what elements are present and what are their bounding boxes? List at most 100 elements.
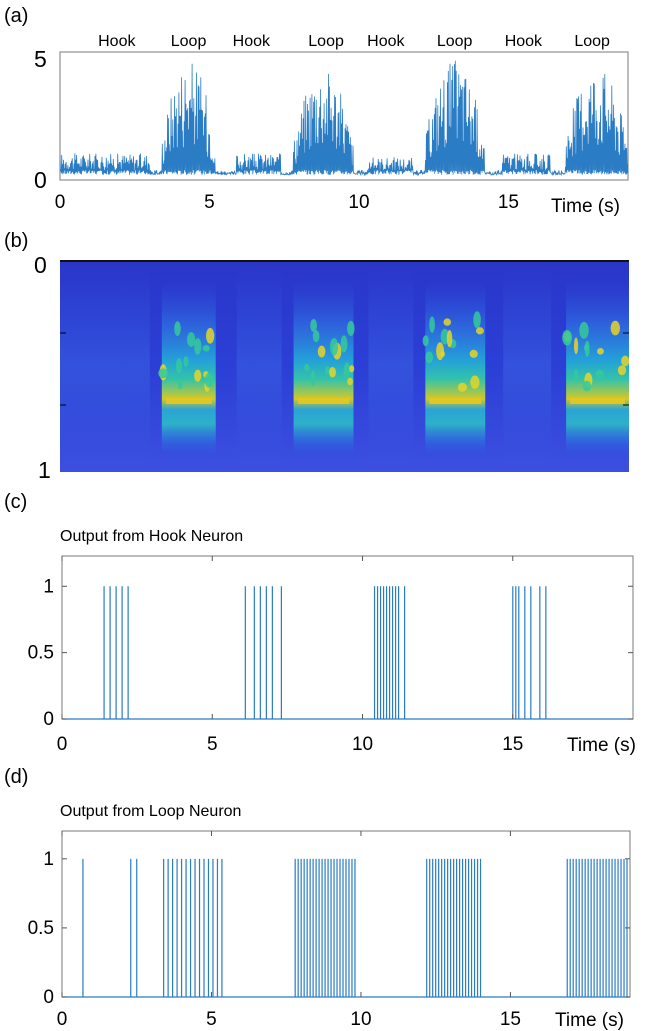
segment-label-loop: Loop <box>171 33 207 50</box>
spectrogram-hotspot <box>349 365 355 373</box>
spectrogram-hook-band <box>368 265 414 470</box>
spectrogram-loop-band <box>425 280 486 460</box>
spectrogram-hotspot <box>582 380 592 392</box>
spectrogram-hotspot <box>446 330 453 348</box>
spectrogram-hotspot <box>470 375 480 389</box>
spectrogram-bands <box>60 265 630 470</box>
spectrogram-hook-band <box>60 265 150 470</box>
spectrogram-hotspot <box>174 321 181 337</box>
spectrogram-hotspot <box>610 320 621 336</box>
spectrogram-hotspot <box>443 318 452 326</box>
spectrogram-hotspot <box>595 369 604 379</box>
panel-d-title: Output from Loop Neuron <box>60 803 241 820</box>
panel-c-x-axis-label: Time (s) <box>567 735 636 756</box>
panel-a-x-ticks: 0 5 10 15 <box>55 192 519 213</box>
spectrogram-hook-band <box>503 265 552 470</box>
spectrogram-hotspot <box>158 368 169 379</box>
spectrogram-formant-line <box>297 398 350 404</box>
spectrogram-hotspot <box>340 335 348 353</box>
spectrogram-hotspot <box>317 345 326 358</box>
x-tick-label: 10 <box>350 1009 371 1030</box>
panel-a-label: (a) <box>4 5 28 27</box>
spectrogram-hotspot <box>617 365 627 376</box>
spectrogram-hotspot <box>329 366 336 378</box>
spectrogram-hotspot <box>204 372 214 388</box>
spectrogram-hotspot <box>202 345 210 352</box>
x-tick-label: 5 <box>206 1009 217 1030</box>
spectrogram-formant-line <box>570 398 625 404</box>
panel-a-ytick-5: 5 <box>34 46 47 72</box>
x-tick-label: 5 <box>207 734 218 755</box>
segment-label-hook: Hook <box>233 33 271 50</box>
spectrogram-hotspot <box>343 362 351 379</box>
x-tick-label: 15 <box>502 734 523 755</box>
spectrogram-hotspot <box>584 340 590 357</box>
spectrogram-hotspot <box>473 311 481 329</box>
spectrogram-hotspot <box>562 329 573 346</box>
spectrogram-hotspot <box>475 327 484 335</box>
panel-b-ytick-1: 1 <box>38 457 51 483</box>
segment-label-hook: Hook <box>505 33 543 50</box>
x-tick-label: 10 <box>348 192 369 213</box>
panel-d-label: (d) <box>4 766 28 788</box>
panel-b-label: (b) <box>4 230 28 252</box>
panel-c-title: Output from Hook Neuron <box>60 528 243 545</box>
spectrogram-hotspot <box>573 369 579 382</box>
spectrogram-hotspot <box>573 337 579 355</box>
panel-a-signal-trace <box>59 60 629 177</box>
segment-label-loop: Loop <box>308 33 344 50</box>
panel-c-ticks: 0 5 10 15 0 0.5 1 <box>28 556 633 755</box>
spectrogram-hotspot <box>325 366 330 375</box>
spectrogram-hotspot <box>175 358 183 374</box>
y-tick-label: 1 <box>43 849 54 870</box>
spectrogram-loop-band <box>293 280 354 460</box>
spectrogram-hotspot <box>194 338 202 355</box>
panel-a-x-axis-label: Time (s) <box>551 196 620 217</box>
panel-a-signal: Hook Loop Hook Loop Hook Loop Hook Loop 0 5 10 15 … <box>34 33 629 217</box>
y-tick-label: 0 <box>43 987 54 1008</box>
spectrogram-hotspot <box>312 330 320 343</box>
x-tick-label: 0 <box>57 1009 68 1030</box>
y-tick-label: 0.5 <box>28 643 54 664</box>
x-tick-label: 15 <box>498 192 519 213</box>
y-tick-label: 1 <box>43 576 54 597</box>
spectrogram-hotspot <box>347 377 354 386</box>
spectrogram-hotspot <box>579 321 589 339</box>
spectrogram-hotspot <box>177 379 183 390</box>
spectrogram-hotspot <box>329 337 339 356</box>
panel-c-frame <box>61 555 634 720</box>
spectrogram-hotspot <box>310 318 317 332</box>
panel-a-ytick-0: 0 <box>34 167 47 193</box>
segment-label-loop: Loop <box>574 33 610 50</box>
panel-d-loop-neuron: Output from Loop Neuron 0 5 10 15 0 0.5 1 Time… <box>28 803 631 1031</box>
panel-d-x-axis-label: Time (s) <box>555 1010 624 1031</box>
spectrogram-hotspot <box>457 382 468 392</box>
x-tick-label: 0 <box>55 192 66 213</box>
spectrogram-hotspot <box>194 369 202 382</box>
spectrogram-hotspot <box>310 370 316 387</box>
spectrogram-hotspot <box>440 350 445 357</box>
segment-label-hook: Hook <box>367 33 405 50</box>
spectrogram-hotspot <box>422 335 429 347</box>
spectrogram-formant-line <box>165 398 212 404</box>
y-tick-label: 0.5 <box>28 918 54 939</box>
spectrogram-hotspot <box>347 320 355 336</box>
panel-d-spikes <box>62 858 630 998</box>
x-tick-label: 10 <box>352 734 373 755</box>
panel-b-spectrogram: 0 1 <box>34 252 630 483</box>
panel-c-spikes <box>62 586 633 720</box>
segment-label-loop: Loop <box>437 33 473 50</box>
spectrogram-hotspot <box>304 363 310 372</box>
panel-d-ticks: 0 5 10 15 0 0.5 1 <box>28 831 630 1030</box>
spectrogram-hotspot <box>621 355 630 367</box>
panel-a-segment-labels: Hook Loop Hook Loop Hook Loop Hook Loop <box>98 33 610 50</box>
panel-c-hook-neuron: Output from Hook Neuron 0 5 10 15 0 0.5 1 Time… <box>28 528 636 756</box>
spectrogram-hotspot <box>425 351 434 364</box>
spectrogram-hotspot <box>429 316 435 333</box>
spectrogram-loop-band <box>161 280 216 460</box>
x-tick-label: 5 <box>204 192 215 213</box>
spectrogram-hook-band <box>236 265 282 470</box>
spectrogram-formant-line <box>429 398 482 404</box>
panel-a-frame <box>59 51 629 181</box>
